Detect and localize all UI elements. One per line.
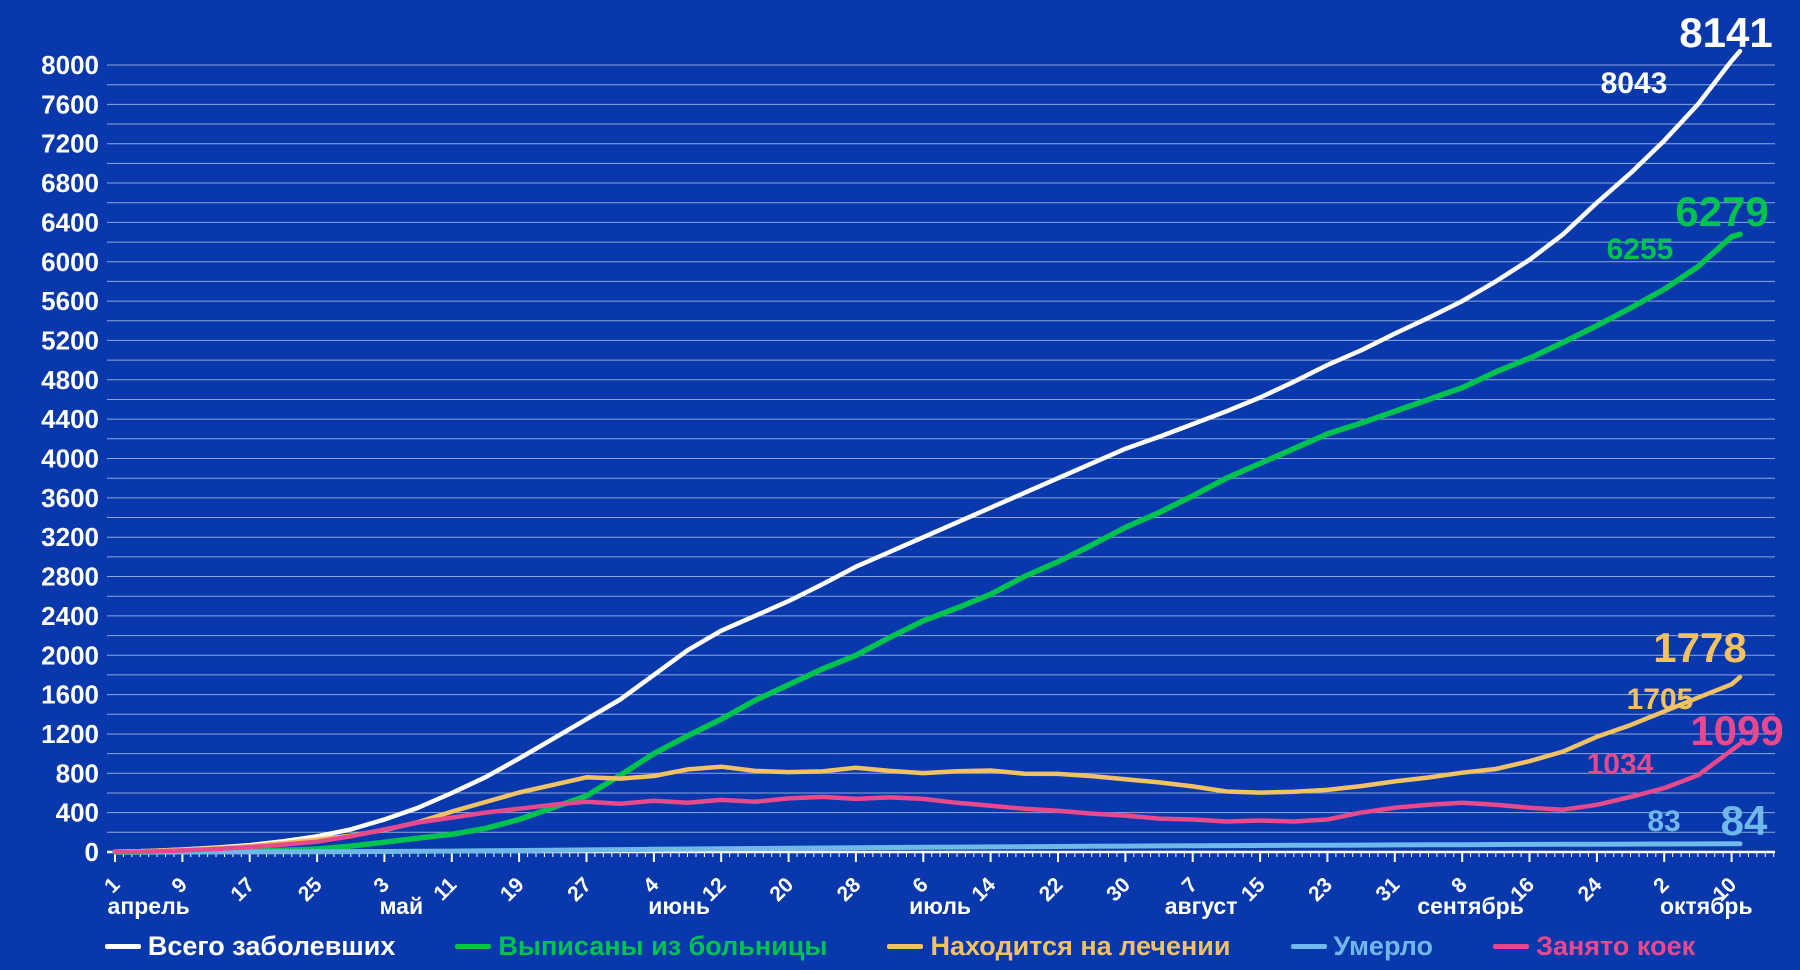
- svg-text:август: август: [1165, 893, 1238, 919]
- svg-text:6800: 6800: [41, 168, 99, 198]
- legend-label-treatment: Находится на лечении: [930, 931, 1231, 961]
- annotation-treatment-latest: 1778: [1653, 624, 1747, 671]
- svg-text:22: 22: [1035, 873, 1068, 906]
- svg-text:июнь: июнь: [648, 893, 710, 919]
- annotation-treatment-prev: 1705: [1626, 683, 1694, 716]
- gridlines: [107, 64, 1775, 833]
- svg-text:апрель: апрель: [108, 893, 190, 919]
- svg-text:23: 23: [1304, 873, 1337, 906]
- series-line-discharged: [112, 231, 1743, 855]
- svg-text:7600: 7600: [41, 89, 99, 119]
- legend-label-beds: Занято коек: [1536, 931, 1696, 961]
- svg-text:июль: июль: [909, 893, 971, 919]
- legend-item-died: Умерло: [1290, 931, 1434, 962]
- svg-text:27: 27: [563, 873, 596, 906]
- svg-text:17: 17: [226, 873, 259, 906]
- svg-text:25: 25: [294, 873, 327, 906]
- svg-text:сентябрь: сентябрь: [1417, 893, 1524, 919]
- legend-line-swatch-discharged: [455, 944, 492, 949]
- legend-label-died: Умерло: [1333, 931, 1434, 961]
- annotation-died-prev: 83: [1647, 805, 1681, 838]
- legend-item-beds: Занято коек: [1493, 931, 1695, 962]
- legend-item-discharged: Выписаны из больницы: [455, 931, 827, 962]
- svg-text:0: 0: [85, 837, 99, 867]
- legend-item-total: Всего заболевших: [104, 931, 396, 962]
- svg-text:октябрь: октябрь: [1660, 893, 1753, 919]
- svg-text:8000: 8000: [41, 50, 99, 80]
- svg-text:6400: 6400: [41, 207, 99, 237]
- svg-text:4800: 4800: [41, 365, 99, 395]
- chart-legend: Всего заболевших Выписаны из больницы На…: [0, 931, 1800, 962]
- y-axis-labels: 0 400 800 1200 1600 2000 2400 2800 3200 3600 4000 4…: [41, 50, 99, 867]
- annotation-total-latest: 8141: [1679, 9, 1773, 56]
- svg-text:800: 800: [56, 758, 99, 788]
- annotation-died-latest: 84: [1720, 797, 1768, 844]
- svg-text:6000: 6000: [41, 247, 99, 277]
- series-lines: [112, 48, 1743, 855]
- svg-text:2000: 2000: [41, 640, 99, 670]
- legend-line-swatch-beds: [1493, 944, 1530, 949]
- month-labels: апрель май июнь июль август сентябрь октябрь: [108, 893, 1753, 919]
- series-line-total: [112, 48, 1743, 854]
- svg-text:30: 30: [1102, 873, 1135, 906]
- svg-text:7200: 7200: [41, 129, 99, 159]
- legend-label-total: Всего заболевших: [147, 931, 396, 961]
- svg-text:1600: 1600: [41, 680, 99, 710]
- svg-text:5200: 5200: [41, 325, 99, 355]
- annotation-beds-latest: 1099: [1690, 707, 1784, 754]
- svg-text:24: 24: [1574, 873, 1607, 906]
- svg-text:4000: 4000: [41, 444, 99, 474]
- svg-text:2800: 2800: [41, 562, 99, 592]
- svg-text:3600: 3600: [41, 483, 99, 513]
- svg-text:14: 14: [967, 873, 1000, 906]
- annotation-beds-prev: 1034: [1586, 748, 1654, 781]
- legend-line-swatch-treatment: [887, 944, 924, 949]
- svg-text:5600: 5600: [41, 286, 99, 316]
- legend-label-discharged: Выписаны из больницы: [498, 931, 828, 961]
- svg-text:11: 11: [429, 873, 461, 905]
- series-line-beds: [112, 741, 1743, 855]
- svg-text:15: 15: [1237, 873, 1270, 906]
- svg-text:19: 19: [496, 873, 529, 906]
- svg-text:2400: 2400: [41, 601, 99, 631]
- series-line-died: [112, 841, 1743, 855]
- svg-text:400: 400: [56, 798, 99, 828]
- annotation-total-prev: 8043: [1600, 67, 1668, 100]
- legend-line-swatch-total: [104, 944, 141, 949]
- svg-text:28: 28: [833, 873, 866, 906]
- svg-text:1200: 1200: [41, 719, 99, 749]
- svg-text:3200: 3200: [41, 522, 99, 552]
- legend-item-treatment: Находится на лечении: [887, 931, 1231, 962]
- svg-text:май: май: [379, 893, 423, 919]
- legend-line-swatch-died: [1290, 944, 1327, 949]
- svg-text:20: 20: [765, 873, 798, 906]
- annotation-discharged-latest: 6279: [1675, 188, 1769, 235]
- annotation-discharged-prev: 6255: [1606, 233, 1674, 266]
- svg-text:4400: 4400: [41, 404, 99, 434]
- svg-text:31: 31: [1372, 873, 1405, 906]
